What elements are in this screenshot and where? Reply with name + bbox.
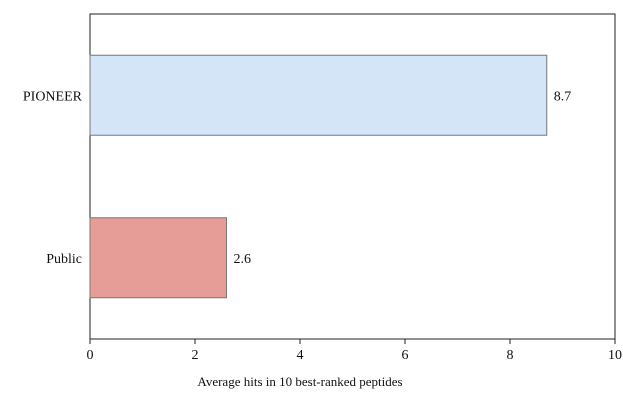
plot-area-frame [89,13,616,340]
y-axis-category-labels: PIONEER Public [23,89,83,267]
category-label-public: Public [46,252,82,267]
bar-pioneer [89,54,548,136]
value-label-pioneer: 8.7 [554,89,572,104]
x-tick-label: 6 [402,348,409,363]
value-label-public: 2.6 [234,252,252,267]
x-axis-label: Average hits in 10 best-ranked peptides [197,374,402,389]
x-tick-label: 0 [87,348,94,363]
x-tick-label: 4 [297,348,304,363]
x-tick-label: 10 [608,348,622,363]
x-tick-label: 8 [507,348,514,363]
category-label-pioneer: PIONEER [23,89,83,104]
bars-layer: 8.7 2.6 [89,54,572,299]
x-tick-label: 2 [192,348,199,363]
bar-public [89,217,227,299]
x-axis-ticks: 0 2 4 6 8 10 [87,339,622,363]
